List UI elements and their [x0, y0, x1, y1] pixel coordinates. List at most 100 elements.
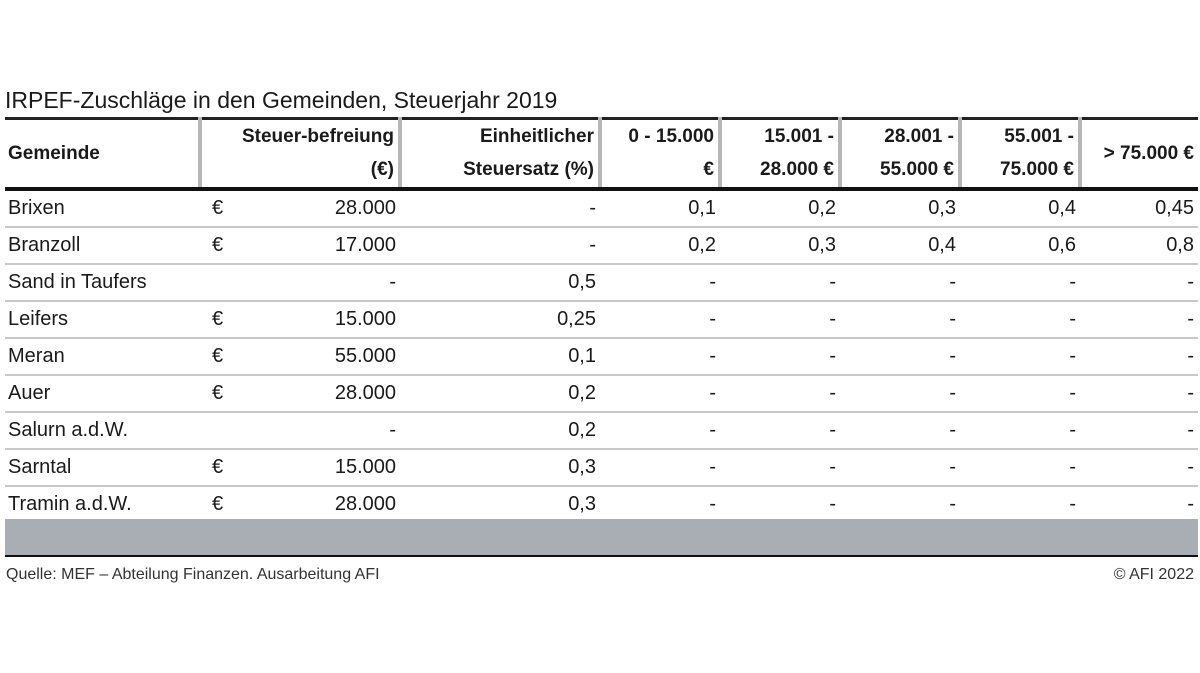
cell-gemeinde: Sand in Taufers	[5, 263, 200, 302]
currency-symbol: €	[212, 492, 224, 515]
currency-symbol: €	[212, 233, 224, 256]
cell-band-3: -	[840, 300, 960, 339]
cell-band-5: -	[1080, 337, 1198, 376]
cell-satz: 0,2	[400, 374, 600, 413]
cell-satz: 0,25	[400, 300, 600, 339]
currency-symbol: €	[212, 381, 224, 404]
cell-befreiung: €28.000	[200, 188, 400, 228]
cell-satz: -	[400, 226, 600, 265]
currency-symbol: €	[212, 307, 224, 330]
cell-befreiung-value: 15.000	[334, 307, 396, 330]
cell-befreiung: €28.000	[200, 374, 400, 413]
header-band-5: > 75.000 €	[1080, 117, 1198, 191]
table-row: Sand in Taufers - 0,5 - - - - -	[5, 263, 1198, 302]
currency-symbol: €	[212, 455, 224, 478]
source-note: Quelle: MEF – Abteilung Finanzen. Ausarb…	[6, 566, 380, 583]
cell-satz: 0,3	[400, 485, 600, 524]
cell-band-2: -	[720, 263, 840, 302]
cell-band-4: -	[960, 485, 1080, 524]
table-row: Salurn a.d.W. - 0,2 - - - - -	[5, 411, 1198, 450]
cell-band-3: 0,4	[840, 226, 960, 265]
cell-band-3: -	[840, 411, 960, 450]
cell-befreiung-value: 15.000	[334, 455, 396, 478]
cell-band-4: -	[960, 300, 1080, 339]
copyright-note: © AFI 2022	[1113, 566, 1194, 583]
cell-band-2: -	[720, 300, 840, 339]
cell-gemeinde: Auer	[5, 374, 200, 413]
cell-befreiung: €15.000	[200, 300, 400, 339]
cell-band-1: -	[600, 374, 720, 413]
tax-surcharge-table: Gemeinde Steuer-befreiung (€) Einheitlich…	[5, 117, 1198, 524]
cell-band-4: 0,6	[960, 226, 1080, 265]
cell-band-3: -	[840, 374, 960, 413]
cell-satz: 0,1	[400, 337, 600, 376]
cell-befreiung-value: 28.000	[334, 492, 396, 515]
cell-befreiung-value: 17.000	[334, 233, 396, 256]
cell-band-2: -	[720, 337, 840, 376]
table-row: Tramin a.d.W. €28.000 0,3 - - - - -	[5, 485, 1198, 524]
cell-befreiung: €28.000	[200, 485, 400, 524]
cell-satz: 0,3	[400, 448, 600, 487]
cell-band-5: -	[1080, 485, 1198, 524]
cell-band-5: -	[1080, 411, 1198, 450]
cell-befreiung-value: 28.000	[334, 381, 396, 404]
cell-band-5: -	[1080, 374, 1198, 413]
header-band-4: 55.001 -75.000 €	[960, 117, 1082, 191]
cell-befreiung-value: -	[389, 418, 396, 441]
cell-band-1: -	[600, 411, 720, 450]
cell-band-4: -	[960, 374, 1080, 413]
cell-band-5: -	[1080, 300, 1198, 339]
header-gemeinde: Gemeinde	[5, 117, 202, 191]
cell-band-4: -	[960, 448, 1080, 487]
cell-befreiung-value: 55.000	[334, 344, 396, 367]
cell-befreiung: -	[200, 263, 400, 302]
table-row: Leifers €15.000 0,25 - - - - -	[5, 300, 1198, 339]
cell-band-3: -	[840, 337, 960, 376]
cell-band-4: -	[960, 337, 1080, 376]
cell-band-3: 0,3	[840, 188, 960, 228]
cell-gemeinde: Leifers	[5, 300, 200, 339]
cell-befreiung-value: -	[389, 270, 396, 293]
cell-band-3: -	[840, 485, 960, 524]
cell-band-2: -	[720, 448, 840, 487]
cell-band-1: -	[600, 485, 720, 524]
header-band-1: 0 - 15.000 €	[600, 117, 722, 191]
header-befreiung: Steuer-befreiung (€)	[200, 117, 402, 191]
cell-befreiung: €55.000	[200, 337, 400, 376]
cell-band-1: 0,2	[600, 226, 720, 265]
cell-band-2: 0,3	[720, 226, 840, 265]
cell-befreiung: €17.000	[200, 226, 400, 265]
table-row: Sarntal €15.000 0,3 - - - - -	[5, 448, 1198, 487]
table-row: Meran €55.000 0,1 - - - - -	[5, 337, 1198, 376]
cell-satz: -	[400, 188, 600, 228]
cell-befreiung: -	[200, 411, 400, 450]
cell-band-5: -	[1080, 263, 1198, 302]
cell-gemeinde: Sarntal	[5, 448, 200, 487]
table-row: Branzoll €17.000 - 0,2 0,3 0,4 0,6 0,8	[5, 226, 1198, 265]
cell-band-2: 0,2	[720, 188, 840, 228]
table-footer-bar	[5, 519, 1198, 557]
cell-satz: 0,5	[400, 263, 600, 302]
cell-band-5: 0,45	[1080, 188, 1198, 228]
currency-symbol: €	[212, 196, 224, 219]
header-band-3: 28.001 -55.000 €	[840, 117, 962, 191]
table-row: Brixen €28.000 - 0,1 0,2 0,3 0,4 0,45	[5, 188, 1198, 228]
cell-gemeinde: Meran	[5, 337, 200, 376]
cell-gemeinde: Salurn a.d.W.	[5, 411, 200, 450]
cell-band-4: -	[960, 263, 1080, 302]
cell-satz: 0,2	[400, 411, 600, 450]
cell-band-3: -	[840, 448, 960, 487]
cell-band-1: -	[600, 300, 720, 339]
cell-band-2: -	[720, 374, 840, 413]
header-row: Gemeinde Steuer-befreiung (€) Einheitlich…	[5, 117, 1198, 191]
cell-band-4: 0,4	[960, 188, 1080, 228]
currency-symbol: €	[212, 344, 224, 367]
cell-gemeinde: Tramin a.d.W.	[5, 485, 200, 524]
table-title: IRPEF-Zuschläge in den Gemeinden, Steuer…	[5, 87, 558, 113]
cell-band-3: -	[840, 263, 960, 302]
cell-gemeinde: Branzoll	[5, 226, 200, 265]
cell-band-5: 0,8	[1080, 226, 1198, 265]
cell-band-2: -	[720, 485, 840, 524]
cell-band-2: -	[720, 411, 840, 450]
header-band-2: 15.001 -28.000 €	[720, 117, 842, 191]
